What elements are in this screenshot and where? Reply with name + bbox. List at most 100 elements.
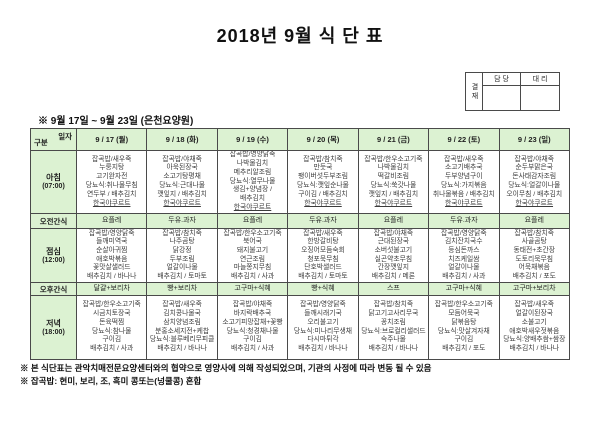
menu-line: 잡곡밥/야채죽	[232, 301, 273, 309]
menu-line: 도토리묵무침	[515, 255, 554, 263]
menu-line: 잡곡밥/영양닭죽	[229, 151, 276, 159]
menu-line: 얼갈이된장국	[515, 309, 554, 317]
menu-cell-breakfast-day3: 잡곡밥/참치죽 만둣국 팽이버섯두부조림 당뇨식:깻잎순나물 구이김 / 배추김치 한국야…	[287, 150, 359, 214]
menu-line: 배추김치 / 사과	[90, 345, 134, 353]
menu-line: 잡곡밥/참치죽	[373, 301, 414, 309]
menu-line: 오징어모듬숙회	[301, 246, 345, 254]
menu-cell-msnack-day5: 두유.과자	[428, 213, 500, 229]
menu-line: 근대된장국	[377, 238, 410, 246]
menu-line: 시금치토장국	[92, 309, 131, 317]
menu-line: 어묵채볶음	[518, 264, 550, 272]
menu-cell-dinner-day3: 잡곡밥/영양닭죽 들깨시래기국 오리불고기 당뇨식:미나리무생채 다시마튀각 배추김치 /…	[287, 295, 359, 360]
menu-line: 당뇨식:쑥갓나물	[370, 182, 417, 189]
menu-line: 닭볶음탕	[451, 318, 477, 326]
menu-line: 잡곡밥/참치죽	[514, 229, 554, 237]
menu-cell-asnack-day6: 고구마+보리차	[498, 282, 571, 296]
menu-line: 배추김치 / 사과	[230, 345, 275, 353]
meal-row-asnack: 오후간식 달걀+보리차 빵+보리차 고구마+식혜 빵+식혜 스프 고구마+식혜 고구마+보리차	[30, 282, 571, 296]
menu-line: 모듬어묵국	[448, 309, 480, 317]
menu-cell-asnack-day1: 빵+보리차	[146, 282, 218, 296]
menu-line: 간장깻잎지	[377, 264, 410, 272]
menu-line: 한국야쿠르트	[163, 199, 201, 207]
menu-line: 숙주나물	[380, 336, 406, 344]
menu-line: 아욱된장국	[166, 164, 198, 172]
menu-line: 분홍소세지전+케찹	[155, 327, 210, 335]
menu-line: 구이김	[102, 336, 122, 344]
menu-line: 당뇨식:미나리무생채	[293, 327, 353, 335]
approval-col-daeri: 대 리	[521, 73, 559, 86]
menu-line: 메추리알조림	[233, 168, 272, 176]
menu-line: 떡갈비조림	[377, 173, 410, 181]
menu-line: 잡곡밥/새우죽	[514, 301, 554, 309]
menu-line: 순두부맑은국	[515, 164, 554, 172]
day-header-cell-4: 9 / 21 (금)	[357, 128, 430, 151]
menu-line: 두부양념구이	[445, 173, 483, 181]
menu-line: 애호박볶음	[96, 255, 128, 263]
menu-line: 등심돈까스	[448, 246, 480, 254]
menu-line: 깻잎지 / 배추김치	[368, 190, 419, 198]
menu-line: 누룽지탕	[99, 164, 125, 172]
footnote-source: ※ 본 식단표는 관악치매전문요양센터와의 협약으로 영양사에 의해 작성되었으…	[20, 363, 432, 373]
menu-line: 구이김	[454, 336, 474, 344]
menu-line: 꽁치조림	[380, 318, 406, 326]
menu-cell-breakfast-day4: 잡곡밥/한우소고기죽 나박물김치 떡갈비조림 당뇨식:쑥갓나물 깻잎지 / 배추김치 한국…	[357, 150, 430, 214]
menu-line: 생김+양념장 /	[233, 186, 273, 194]
menu-line: 당뇨식:블루베리무피클	[149, 336, 215, 344]
menu-line: 당뇨식:맛살겨자채	[437, 327, 490, 335]
corner-category-label: 구분	[34, 138, 48, 147]
menu-line: 배추김치 / 바나나	[298, 345, 348, 353]
menu-line: 고구마+보리차	[512, 284, 556, 292]
menu-line: 소버섯불고기	[374, 246, 413, 254]
menu-line: 고기완자전	[96, 173, 128, 181]
menu-line: 잡곡밥/참치죽	[162, 229, 202, 237]
menu-line: 한국야쿠르트	[445, 199, 483, 207]
menu-line: 김치콩나물국	[163, 309, 201, 317]
approval-col-damdang: 담 당	[483, 73, 521, 86]
menu-line: 두유.과자	[309, 216, 337, 224]
menu-line: 당뇨식:가지볶음	[440, 182, 487, 189]
menu-line: 요플레	[242, 216, 263, 224]
menu-line: 닭고기고사리무국	[368, 309, 419, 317]
menu-line: 스프	[386, 284, 400, 292]
menu-line: 빵+보리차	[167, 284, 198, 292]
menu-cell-lunch-day2: 잡곡밥/한우소고기죽 북어국 돼지불고기 연근조림 마늘쫑지무침 배추김치 / 사과	[216, 228, 289, 283]
menu-line: 마늘쫑지무침	[233, 264, 272, 272]
menu-line: 요플레	[383, 216, 404, 224]
menu-cell-asnack-day3: 빵+식혜	[287, 282, 359, 296]
menu-cell-asnack-day0: 달걀+보리차	[75, 282, 148, 296]
day-header-cell-2: 9 / 19 (수)	[216, 128, 289, 151]
menu-line: 당뇨식:브로컬리샐러드	[361, 327, 426, 335]
menu-line: 구이김	[243, 336, 262, 344]
menu-line: 잡곡밥/야채죽	[373, 229, 414, 237]
menu-cell-lunch-day4: 잡곡밥/야채죽 근대된장국 소버섯불고기 실곤약초무침 간장깻잎지 배추김치 / 메론	[357, 228, 430, 283]
menu-cell-lunch-day0: 잡곡밥/영양닭죽 들깨미역국 순살아귀찜 애호박볶음 꽃맛살샐러드 배추김치 / 바나나	[75, 228, 148, 283]
approval-box: 결재 담 당 대 리	[465, 72, 560, 111]
menu-line: 단호박샐러드	[304, 264, 342, 272]
approval-stamp-label: 결재	[466, 73, 483, 110]
menu-line: 사골곰탕	[521, 238, 547, 246]
menu-line: 고구마+식혜	[234, 284, 271, 292]
meal-row-msnack: 오전간식 요플레 두유.과자 요플레 두유.과자 요플레 두유.과자 요플레	[30, 213, 571, 229]
menu-cell-breakfast-day1: 잡곡밥/야채죽 아욱된장국 소고기탕평채 당뇨식:근대나물 깻잎지 / 배추김치 한국야쿠…	[146, 150, 218, 214]
menu-line: 꽃맛살샐러드	[92, 264, 131, 272]
menu-line: 요플레	[524, 216, 544, 224]
meal-row-breakfast: 아침 (07:00) 잡곡밥/새우죽 누룽지탕 고기완자전 당뇨식:취나물무침 연두부 / …	[30, 150, 571, 214]
menu-cell-msnack-day3: 두유.과자	[287, 213, 359, 229]
menu-line: 오리불고기	[307, 318, 339, 326]
menu-line: 취나물볶음 / 배추김치	[432, 190, 495, 198]
menu-line: 김치잔치국수	[445, 238, 483, 246]
menu-cell-dinner-day2: 잡곡밥/야채죽 바지락배추국 소고기피망잡채+꽃빵 당뇨식:청경채나물 구이김 배추김치 …	[216, 295, 289, 360]
menu-cell-dinner-day0: 잡곡밥/한우소고기죽 시금치토장국 돈육떡찜 당뇨식:참나물 구이김 배추김치 / 사과	[75, 295, 148, 360]
approval-sign-cell-1	[483, 86, 521, 110]
menu-line: 당뇨식:참나물	[92, 327, 132, 335]
page-title: 2018년 9월 식 단 표	[216, 26, 384, 46]
menu-line: 동태전+초간장	[513, 246, 556, 254]
menu-line: 한방갈비탕	[307, 238, 339, 246]
menu-line: 잡곡밥/새우죽	[162, 301, 202, 309]
menu-line: 애호박새우젓볶음	[509, 327, 560, 335]
day-header-cell-1: 9 / 18 (화)	[146, 128, 218, 151]
menu-line: 달걀+보리차	[93, 284, 130, 292]
menu-line: 닭강정	[172, 246, 192, 254]
menu-line: 한국야쿠르트	[233, 203, 272, 211]
menu-line: 잡곡밥/참치죽	[303, 155, 343, 163]
